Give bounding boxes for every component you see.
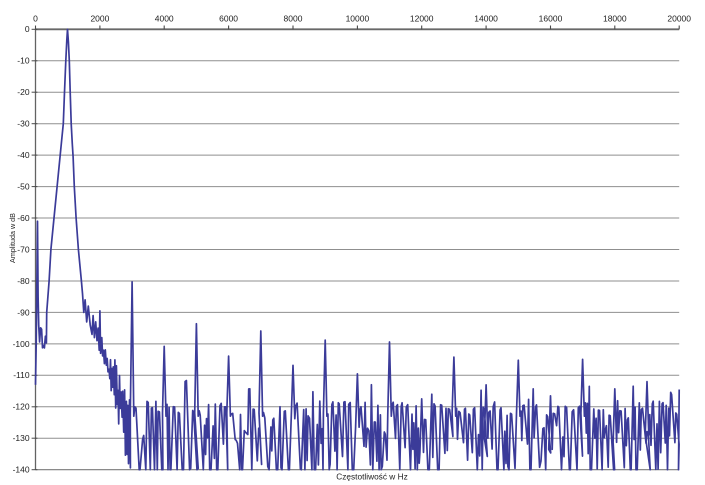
- svg-text:-40: -40: [17, 150, 30, 160]
- svg-text:-20: -20: [17, 87, 30, 97]
- svg-text:-60: -60: [17, 213, 30, 223]
- svg-text:-70: -70: [17, 244, 30, 254]
- svg-text:Częstotliwość w Hz: Częstotliwość w Hz: [336, 472, 407, 482]
- svg-text:0: 0: [25, 24, 30, 34]
- svg-text:-130: -130: [13, 433, 30, 443]
- svg-text:16000: 16000: [539, 14, 563, 24]
- svg-text:-90: -90: [17, 307, 30, 317]
- svg-text:18000: 18000: [603, 14, 627, 24]
- svg-text:-140: -140: [13, 465, 30, 475]
- svg-text:Amplituda w dB: Amplituda w dB: [8, 213, 17, 263]
- svg-text:-80: -80: [17, 276, 30, 286]
- svg-text:-50: -50: [17, 182, 30, 192]
- svg-text:-100: -100: [13, 339, 30, 349]
- svg-text:4000: 4000: [155, 14, 174, 24]
- svg-text:8000: 8000: [284, 14, 303, 24]
- svg-text:6000: 6000: [219, 14, 238, 24]
- svg-text:2000: 2000: [90, 14, 109, 24]
- svg-text:-110: -110: [13, 370, 30, 380]
- svg-text:-10: -10: [17, 56, 30, 66]
- svg-text:14000: 14000: [474, 14, 498, 24]
- svg-text:12000: 12000: [410, 14, 434, 24]
- svg-text:10000: 10000: [346, 14, 370, 24]
- svg-text:20000: 20000: [667, 14, 691, 24]
- svg-text:-120: -120: [13, 402, 30, 412]
- svg-text:-30: -30: [17, 119, 30, 129]
- svg-text:0: 0: [33, 14, 38, 24]
